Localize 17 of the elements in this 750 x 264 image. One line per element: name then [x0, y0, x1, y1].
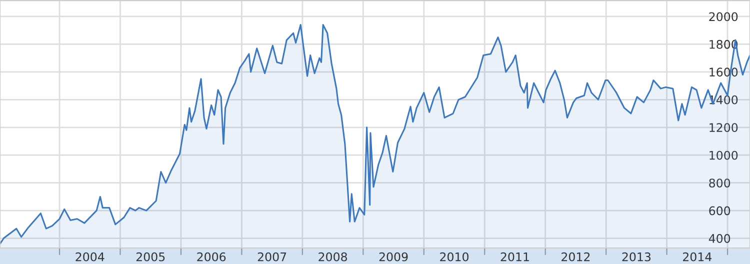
x-tick-label: 2007	[258, 252, 286, 262]
y-tick-label: 1200	[710, 123, 738, 132]
x-tick-label: 2011	[500, 252, 529, 262]
x-tick-label: 2012	[562, 252, 590, 262]
x-tick-label: 2006	[197, 252, 226, 262]
x-tick-label: 2014	[683, 252, 712, 262]
y-tick-label: 400	[708, 234, 730, 243]
x-tick-label: 2013	[622, 252, 651, 262]
x-tick-label: 2010	[440, 252, 468, 262]
y-tick-label: 2000	[709, 12, 738, 22]
y-tick-label: 600	[709, 206, 730, 216]
x-tick-label: 2009	[379, 252, 408, 262]
x-tick-label: 2005	[136, 252, 165, 262]
y-tick-label: 800	[709, 178, 730, 188]
x-tick-label: 2004	[76, 252, 104, 262]
y-tick-label: 1000	[710, 150, 738, 160]
x-tick-label: 2008	[318, 252, 348, 262]
